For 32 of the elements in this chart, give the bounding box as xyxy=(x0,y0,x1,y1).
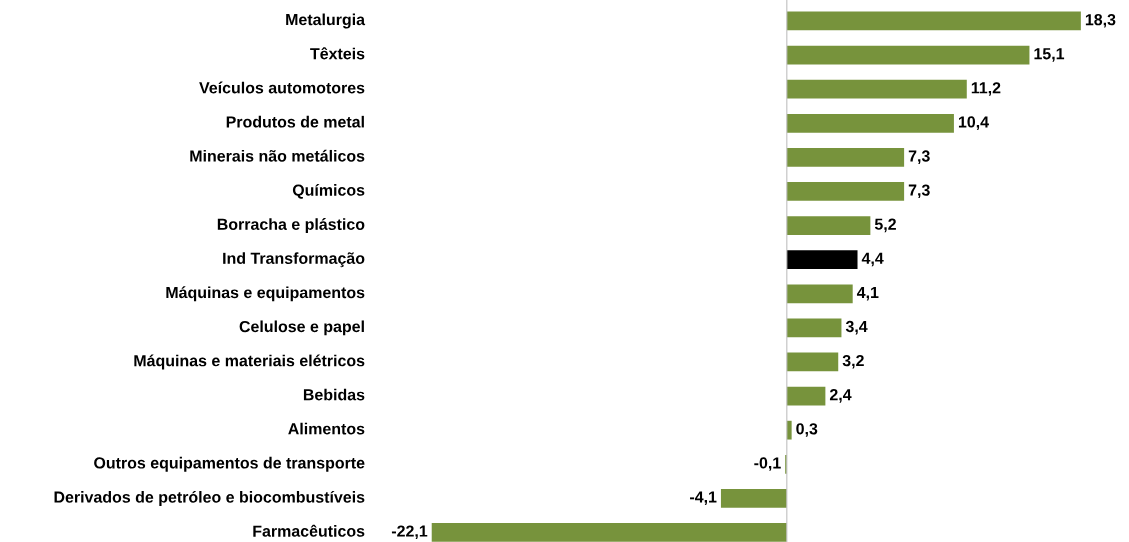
data-label: 7,3 xyxy=(908,184,930,199)
data-label: 18,3 xyxy=(1085,13,1116,28)
data-label: -0,1 xyxy=(754,457,781,471)
y-tick-label: Produtos de metal xyxy=(226,115,364,128)
data-label: 10,4 xyxy=(958,116,989,130)
data-label: 15,1 xyxy=(1034,48,1065,62)
data-label: 4,1 xyxy=(856,286,879,301)
y-tick-label: Máquinas e materiais elétricos xyxy=(134,354,365,370)
data-label: 2,4 xyxy=(829,389,852,403)
y-tick-label: Celulose e papel xyxy=(239,320,364,336)
y-tick-label: Veículos automotores xyxy=(199,81,365,94)
y-tick-label: Outros equipamentos de transporte xyxy=(94,456,365,472)
y-tick-label: Têxteis xyxy=(310,47,365,60)
data-label: 3,4 xyxy=(845,320,868,335)
data-label: 7,3 xyxy=(908,150,930,164)
y-tick-label: Ind Transformação xyxy=(223,252,365,268)
data-label: -4,1 xyxy=(690,491,717,505)
y-tick-label: Minerais não metálicos xyxy=(190,149,365,162)
data-label: 11,2 xyxy=(971,82,1001,96)
y-tick-label: Alimentos xyxy=(288,422,365,435)
data-label: 5,2 xyxy=(874,218,896,233)
y-tick-label: Bebidas xyxy=(303,388,365,401)
y-tick-label: Farmacêuticos xyxy=(253,524,365,537)
data-label: 4,4 xyxy=(861,252,884,267)
y-tick-label: Borracha e plástico xyxy=(217,218,365,234)
y-tick-label: Máquinas e equipamentos xyxy=(166,286,365,302)
data-label: 0,3 xyxy=(796,423,818,437)
y-tick-label: Químicos xyxy=(292,183,365,199)
y-tick-label: Metalurgia xyxy=(286,13,366,29)
data-label: -22,1 xyxy=(391,525,428,540)
y-tick-label: Derivados de petróleo e biocombustíveis xyxy=(54,490,365,506)
data-label: 3,2 xyxy=(842,354,864,369)
